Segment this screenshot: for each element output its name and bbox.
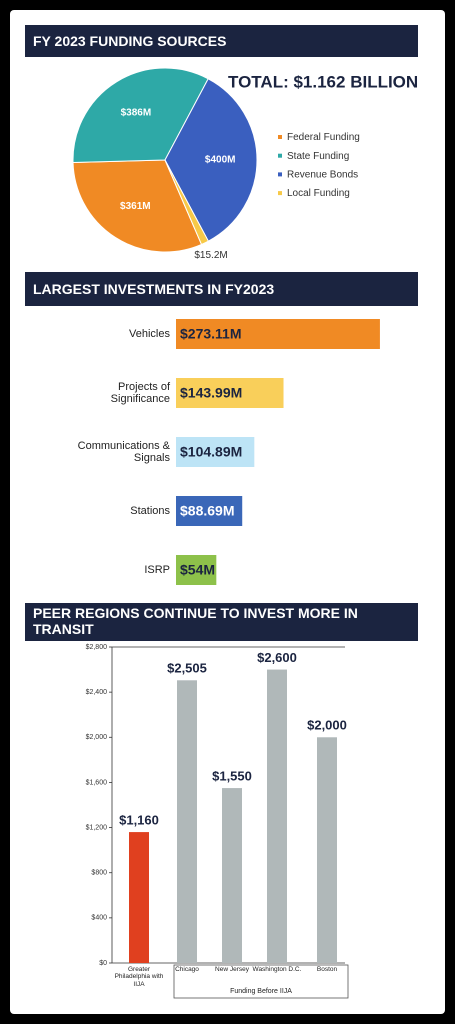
category-label: Chicago	[175, 966, 199, 973]
chart-title: LARGEST INVESTMENTS IN FY2023	[33, 281, 275, 297]
group-bracket	[173, 964, 349, 999]
legend-label: Federal Funding	[287, 132, 360, 143]
bar	[177, 680, 197, 963]
y-tick-label: $2,400	[86, 689, 108, 696]
legend-swatch	[278, 135, 282, 139]
bar	[176, 496, 243, 526]
bar-label: $143.99M	[180, 385, 242, 401]
header-bar	[25, 603, 418, 641]
slice-label: $361M	[120, 201, 151, 212]
category-label: Vehicles	[129, 327, 170, 340]
bar-label: $2,600	[257, 650, 297, 665]
category-label: Communications & Signals	[77, 439, 170, 465]
bar-label: $273.11M	[180, 326, 242, 342]
slice-label: $15.2M	[194, 250, 227, 261]
bar-label: $1,160	[119, 813, 159, 828]
legend-swatch	[278, 153, 282, 158]
header-bar	[25, 272, 418, 306]
group-label: Funding Before IIJA	[230, 988, 292, 995]
legend-label: Revenue Bonds	[287, 170, 358, 181]
bar	[176, 319, 380, 349]
bar	[222, 788, 242, 963]
category-label: Boston	[316, 966, 338, 973]
bar	[129, 832, 149, 963]
y-tick-label: $2,800	[86, 644, 108, 651]
bar-label: $104.89M	[180, 444, 242, 460]
pie-slice	[72, 159, 203, 253]
bar-label: $2,505	[167, 661, 207, 676]
bar	[176, 378, 284, 408]
category-label: Projects of Significance	[110, 380, 170, 406]
y-tick-label: $1,200	[86, 824, 108, 831]
bar	[176, 437, 255, 467]
header-bar	[25, 25, 418, 57]
category-label: New Jersey	[215, 966, 249, 973]
pie-slice	[72, 67, 209, 164]
pie-slice	[164, 78, 258, 242]
y-tick-label: $0	[99, 960, 107, 967]
chart-title: FY 2023 FUNDING SOURCES	[33, 33, 227, 49]
legend-swatch	[278, 191, 282, 196]
category-label: Greater Philadelphia with IIJA	[114, 966, 164, 988]
bar-label: $88.69M	[180, 503, 234, 519]
pie-slice	[164, 159, 210, 246]
bar-label: $54M	[180, 562, 215, 578]
category-label: ISRP	[144, 563, 170, 576]
bar-label: $1,550	[212, 769, 252, 784]
bar-label: $2,000	[307, 718, 347, 733]
bar	[317, 737, 337, 963]
y-tick-label: $400	[91, 915, 107, 922]
category-label: Stations	[130, 504, 170, 517]
chart-title: PEER REGIONS CONTINUE TO INVEST MORE IN …	[33, 605, 358, 637]
slice-label: $386M	[121, 108, 152, 119]
y-tick-label: $1,600	[86, 779, 108, 786]
bar	[267, 669, 287, 963]
total-annotation: TOTAL: $1.162 BILLION	[228, 72, 418, 91]
bar	[176, 555, 217, 585]
slice-label: $400M	[205, 155, 236, 166]
category-label: Washington D.C.	[252, 966, 302, 973]
legend-label: State Funding	[287, 151, 349, 162]
y-tick-label: $800	[91, 870, 107, 877]
legend-label: Local Funding	[287, 188, 350, 199]
legend-swatch	[278, 172, 282, 177]
y-tick-label: $2,000	[86, 734, 108, 741]
